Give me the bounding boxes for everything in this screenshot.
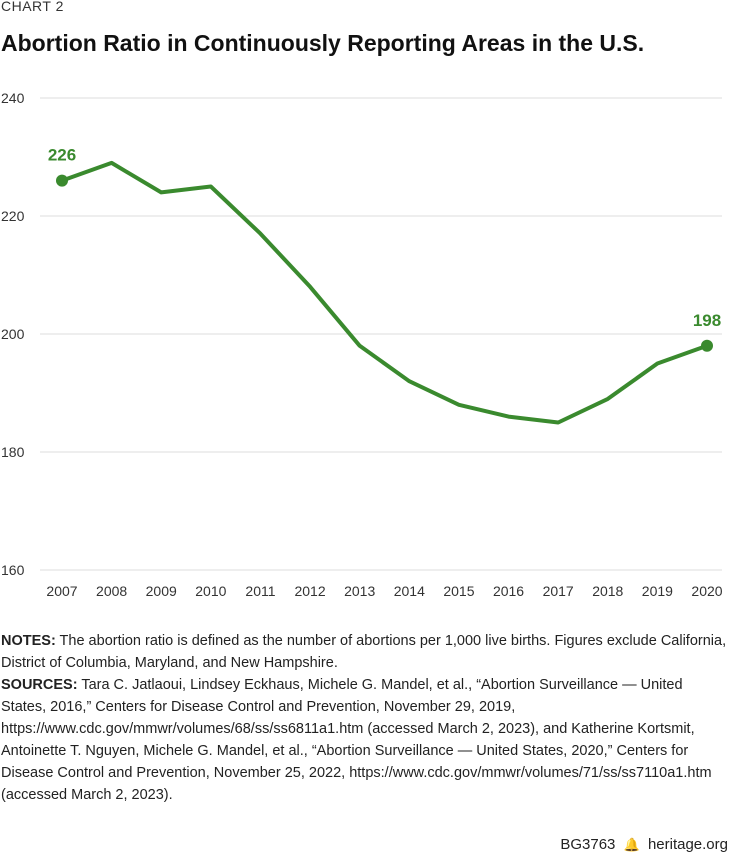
y-tick-label: 200: [1, 326, 25, 342]
grid-lines: [40, 97, 722, 571]
line-chart: 160 180 200 220 240 2007 2008 2009 2010 2011 2012…: [1, 90, 723, 599]
liberty-bell-icon: 🔔: [623, 837, 640, 852]
notes-text: The abortion ratio is defined as the num…: [1, 633, 727, 671]
y-tick-label: 240: [1, 90, 25, 106]
x-tick-label: 2013: [344, 583, 375, 599]
y-tick-label: 180: [1, 444, 25, 460]
data-label: 226: [48, 146, 76, 165]
sources-label: SOURCES:: [1, 677, 78, 693]
x-tick-label: 2011: [245, 583, 275, 599]
x-tick-label: 2015: [443, 583, 474, 599]
y-tick-label: 160: [1, 562, 25, 578]
x-tick-label: 2018: [592, 583, 623, 599]
site-link[interactable]: heritage.org: [647, 836, 728, 853]
data-point-marker: [56, 174, 68, 187]
annotation-layer: 226 198: [48, 146, 721, 352]
series-layer: [60, 160, 709, 425]
report-code: BG3763: [560, 836, 616, 853]
x-axis: 2007 2008 2009 2010 2011 2012 2013 2014 2015 2016…: [46, 583, 722, 599]
x-tick-label: 2020: [691, 583, 722, 599]
data-label: 198: [693, 311, 721, 330]
notes-block: NOTES: The abortion ratio is defined as …: [1, 630, 731, 806]
y-axis: 160 180 200 220 240: [1, 90, 25, 578]
x-tick-label: 2010: [195, 583, 226, 599]
series-line: [60, 160, 709, 425]
chart-title: Abortion Ratio in Continuously Reporting…: [1, 30, 645, 56]
x-tick-label: 2008: [96, 583, 127, 599]
x-tick-label: 2007: [46, 583, 77, 599]
sources-paragraph: SOURCES: Tara C. Jatlaoui, Lindsey Eckha…: [1, 674, 731, 806]
x-tick-label: 2012: [294, 583, 325, 599]
x-tick-label: 2009: [146, 583, 177, 599]
x-tick-label: 2016: [493, 583, 524, 599]
x-tick-label: 2017: [543, 583, 574, 599]
sources-text: Tara C. Jatlaoui, Lindsey Eckhaus, Miche…: [1, 677, 712, 803]
y-tick-label: 220: [1, 208, 25, 224]
x-tick-label: 2014: [394, 583, 425, 599]
chart-kicker: CHART 2: [1, 0, 64, 14]
footer: BG3763 🔔 heritage.org: [560, 836, 728, 853]
data-point-marker: [701, 339, 713, 352]
notes-paragraph: NOTES: The abortion ratio is defined as …: [1, 630, 731, 674]
x-tick-label: 2019: [642, 583, 673, 599]
notes-label: NOTES:: [1, 633, 56, 649]
